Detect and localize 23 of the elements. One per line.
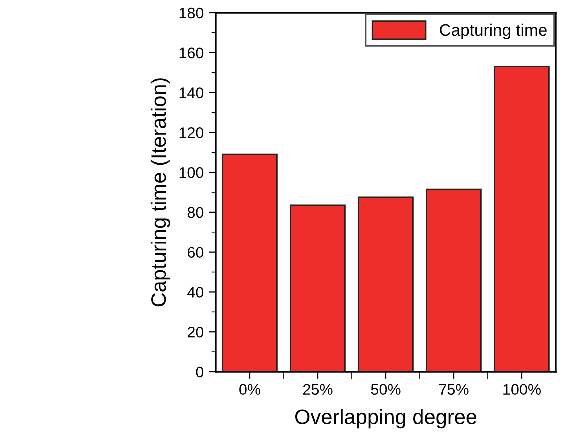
x-axis-title: Overlapping degree [295, 409, 477, 429]
y-tick-label: 140 [180, 88, 204, 98]
y-tick-label: 40 [188, 287, 204, 298]
y-tick-label: 60 [188, 247, 204, 258]
bar [290, 204, 346, 372]
y-tick-label: 180 [180, 8, 204, 19]
x-tick-label: 0% [240, 384, 260, 396]
bar [358, 196, 414, 372]
y-axis-title: Capturing time (Iteration) [150, 78, 170, 307]
legend-label: Capturing time [440, 24, 547, 40]
y-tick-label: 160 [180, 48, 204, 59]
x-tick-label: 25% [303, 384, 333, 396]
y-tick-label: 100 [180, 167, 204, 178]
y-tick-label: 80 [188, 207, 204, 218]
x-tick-label: 50% [371, 384, 401, 396]
bar [426, 188, 482, 372]
y-tick-label: 20 [188, 326, 204, 338]
x-tick-label: 75% [439, 384, 469, 396]
x-tick-label: 100% [504, 384, 541, 396]
bar [494, 66, 550, 372]
bar [222, 154, 278, 372]
y-tick-label: 0 [196, 366, 204, 378]
y-tick-label: 120 [180, 128, 204, 138]
